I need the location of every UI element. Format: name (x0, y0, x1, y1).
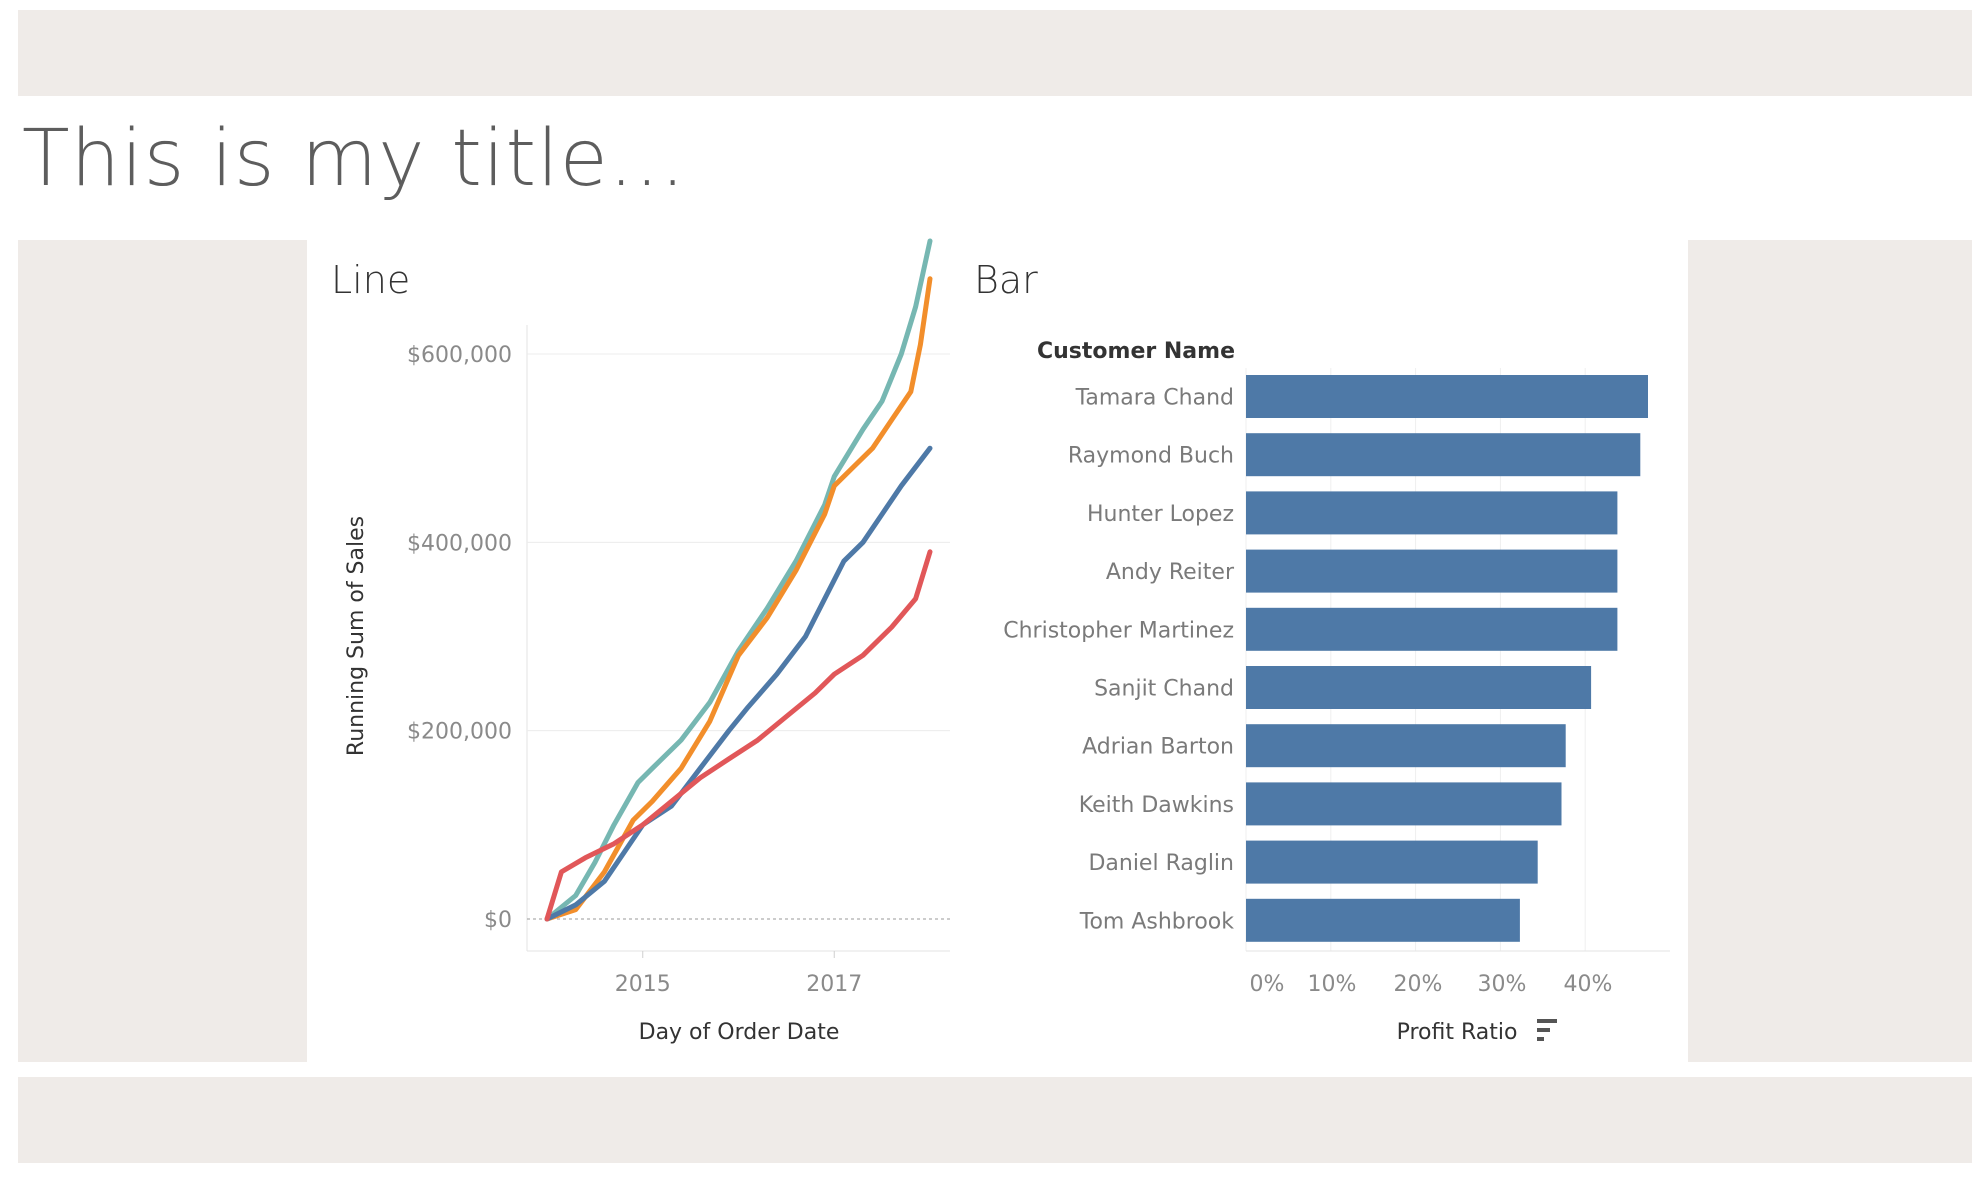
bar-x-tick-0: 0% (1250, 972, 1285, 997)
line-sheet-title: Line (331, 258, 411, 302)
bar-marks-group[interactable] (1246, 375, 1648, 942)
sort-icon[interactable] (1537, 1019, 1557, 1041)
bar-keith-dawkins[interactable] (1246, 782, 1562, 826)
bar-tamara-chand[interactable] (1246, 375, 1648, 418)
bar-sanjit-chand[interactable] (1246, 666, 1592, 709)
bar-label-daniel-raglin: Daniel Raglin (1088, 851, 1234, 876)
bar-adrian-barton[interactable] (1246, 724, 1566, 768)
line-y-tick-0: $0 (484, 908, 512, 933)
bar-header-customer-name: Customer Name (1037, 339, 1235, 364)
bottom-band (18, 1077, 1972, 1163)
line-series-1[interactable] (544, 238, 933, 922)
bar-x-tick-10: 10% (1308, 972, 1357, 997)
line-y-ticks: $0 $200,000 $400,000 $600,000 (407, 343, 512, 933)
bar-label-keith-dawkins: Keith Dawkins (1079, 793, 1234, 818)
bar-daniel-raglin[interactable] (1246, 840, 1538, 884)
line-x-tick-2017: 2017 (806, 972, 862, 997)
line-y-tick-400-000: $400,000 (407, 531, 512, 556)
line-x-tick-2015: 2015 (615, 972, 671, 997)
line-x-axis-title: Day of Order Date (639, 1020, 840, 1045)
bar-category-labels: Tamara Chand Raymond Buch Hunter Lopez Andy… (1003, 386, 1235, 935)
line-series-3[interactable] (544, 445, 933, 922)
bar-christopher-martinez[interactable] (1246, 607, 1618, 651)
line-series-group[interactable] (544, 238, 933, 922)
line-series-4[interactable] (544, 549, 933, 922)
bar-label-adrian-barton: Adrian Barton (1082, 735, 1234, 760)
line-y-tick-200-000: $200,000 (407, 720, 512, 745)
bar-hunter-lopez[interactable] (1246, 491, 1618, 535)
bar-label-sanjit-chand: Sanjit Chand (1094, 677, 1234, 702)
line-y-tick-600-000: $600,000 (407, 343, 512, 368)
bar-andy-reiter[interactable] (1246, 549, 1618, 593)
bar-label-hunter-lopez: Hunter Lopez (1087, 502, 1234, 527)
bar-label-tamara-chand: Tamara Chand (1075, 386, 1234, 411)
right-margin-panel (1688, 240, 1972, 1062)
bar-label-christopher-martinez: Christopher Martinez (1003, 618, 1234, 643)
bar-tom-ashbrook[interactable] (1246, 898, 1520, 942)
bar-x-tick-30: 30% (1478, 972, 1527, 997)
bar-label-andy-reiter: Andy Reiter (1106, 560, 1235, 585)
left-margin-panel (18, 240, 307, 1062)
bar-label-tom-ashbrook: Tom Ashbrook (1079, 909, 1234, 934)
line-gridlines (527, 353, 950, 920)
bar-raymond-buch[interactable] (1246, 433, 1641, 477)
bar-x-tick-40: 40% (1564, 972, 1613, 997)
top-band (18, 10, 1972, 96)
bar-x-ticks: 0% 10% 20% 30% 40% (1250, 972, 1613, 997)
page-title: This is my title... (22, 114, 687, 204)
line-x-ticks: 2015 2017 (615, 951, 862, 997)
bar-label-raymond-buch: Raymond Buch (1068, 444, 1234, 469)
line-y-axis-title: Running Sum of Sales (344, 516, 369, 756)
bar-sheet-title: Bar (974, 258, 1038, 302)
bar-x-tick-20: 20% (1394, 972, 1443, 997)
line-series-2[interactable] (544, 276, 933, 922)
bar-x-axis-title: Profit Ratio (1397, 1020, 1518, 1045)
